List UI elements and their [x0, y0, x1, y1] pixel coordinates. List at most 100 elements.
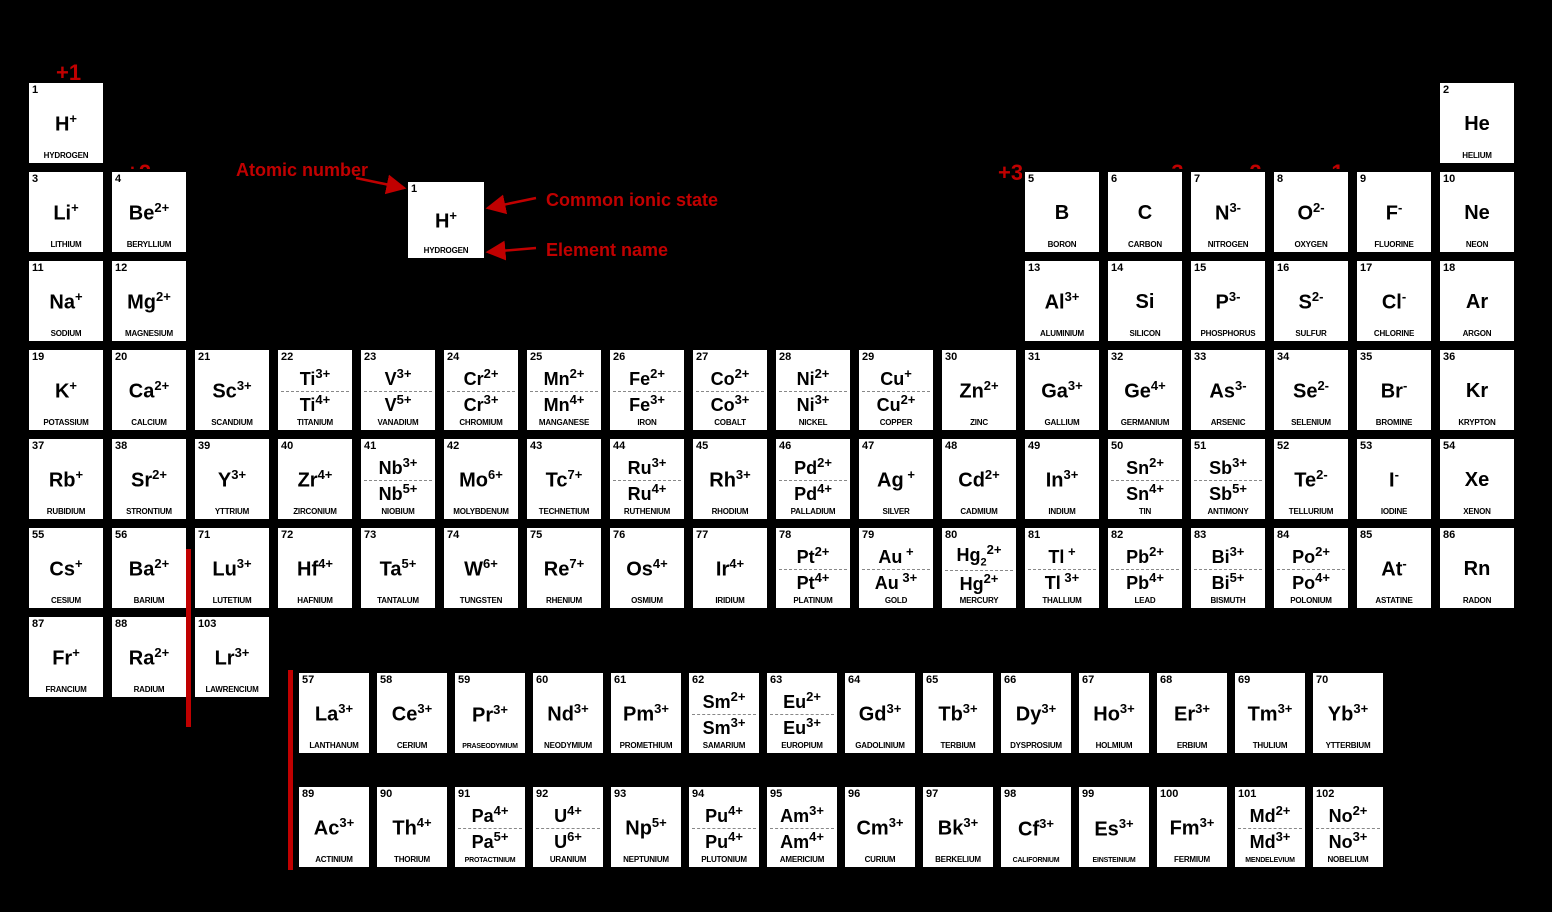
ion-symbol: Cm3+: [856, 816, 903, 840]
atomic-number: 94: [692, 789, 756, 800]
element-name: CARBON: [1111, 241, 1179, 250]
ion-symbol: Fm3+: [1170, 816, 1215, 840]
element-name: INDIUM: [1028, 508, 1096, 517]
element-cell-dysprosium: 66Dy3+DYSPROSIUM: [998, 670, 1074, 756]
ion-symbol: Rb+: [49, 468, 83, 492]
atomic-number: 82: [1111, 530, 1179, 541]
element-cell-tantalum: 73Ta5+TANTALUM: [358, 525, 438, 611]
element-cell-promethium: 61Pm3+PROMETHIUM: [608, 670, 684, 756]
element-cell-tin: 50Sn2+Sn4+TIN: [1105, 436, 1185, 522]
symbol-area: V3+V5+: [364, 363, 432, 419]
element-name: ZIRCONIUM: [281, 508, 349, 517]
element-name: NEON: [1443, 241, 1511, 250]
symbol-area: Cr2+Cr3+: [447, 363, 515, 419]
symbol-area: La3+: [302, 686, 366, 742]
ion-symbol: Si: [1136, 291, 1155, 313]
element-cell-curium: 96Cm3+CURIUM: [842, 784, 918, 870]
element-cell-silver: 47Ag +SILVER: [856, 436, 936, 522]
element-name: OXYGEN: [1277, 241, 1345, 250]
element-cell-zirconium: 40Zr4+ZIRCONIUM: [275, 436, 355, 522]
symbol-area: Bi3+Bi5+: [1194, 541, 1262, 597]
atomic-number: 74: [447, 530, 515, 541]
element-name: STRONTIUM: [115, 508, 183, 517]
symbol-area: Be2+: [115, 185, 183, 241]
element-name: TELLURIUM: [1277, 508, 1345, 517]
symbol-area: Ge4+: [1111, 363, 1179, 419]
ion-symbol: Sr2+: [131, 468, 167, 492]
element-cell-xenon: 54XeXENON: [1437, 436, 1517, 522]
symbol-area: Lr3+: [198, 630, 266, 686]
element-cell-rhenium: 75Re7+RHENIUM: [524, 525, 604, 611]
element-name: LUTETIUM: [198, 597, 266, 606]
ion-symbol: Te2-: [1294, 468, 1327, 492]
element-name: HOLMIUM: [1082, 742, 1146, 751]
element-cell-neodymium: 60Nd3+NEODYMIUM: [530, 670, 606, 756]
symbol-area: Y3+: [198, 452, 266, 508]
element-cell-chromium: 24Cr2+Cr3+CHROMIUM: [441, 347, 521, 433]
ion-symbol: Pb2+: [1126, 545, 1164, 568]
element-cell-gold: 79Au +Au 3+GOLD: [856, 525, 936, 611]
ion-symbol: Md3+: [1250, 830, 1291, 853]
element-name: MENDELEVIUM: [1238, 857, 1302, 865]
ion-symbol: Fr+: [52, 646, 80, 670]
element-cell-erbium: 68Er3+ERBIUM: [1154, 670, 1230, 756]
atomic-number: 40: [281, 441, 349, 452]
element-cell-calcium: 20Ca2+CALCIUM: [109, 347, 189, 433]
ion-symbol: Am3+: [780, 804, 824, 827]
element-cell-tungsten: 74W6+TUNGSTEN: [441, 525, 521, 611]
element-name: GERMANIUM: [1111, 419, 1179, 428]
symbol-area: Es3+: [1082, 800, 1146, 857]
atomic-number: 102: [1316, 789, 1380, 800]
element-name: ERBIUM: [1160, 742, 1224, 751]
atomic-number: 50: [1111, 441, 1179, 452]
element-name: AMERICIUM: [770, 856, 834, 865]
ion-symbol: Am4+: [780, 830, 824, 853]
element-cell-hydrogen: 1H+HYDROGEN: [26, 80, 106, 166]
symbol-area: Mg2+: [115, 274, 183, 330]
atomic-number: 66: [1004, 675, 1068, 686]
ion-symbol: Pa4+: [472, 804, 509, 827]
symbol-area: H+: [32, 96, 100, 152]
element-name: BERYLLIUM: [115, 241, 183, 250]
symbol-area: Ac3+: [302, 800, 366, 856]
symbol-area: Ta5+: [364, 541, 432, 597]
element-name: ALUMINIUM: [1028, 330, 1096, 339]
atomic-number: 75: [530, 530, 598, 541]
ion-symbol: In3+: [1046, 468, 1079, 492]
ion-symbol: I-: [1389, 468, 1399, 492]
ion-symbol: Sb5+: [1209, 482, 1247, 505]
atomic-number: 81: [1028, 530, 1096, 541]
element-cell-molybdenum: 42Mo6+MOLYBDENUM: [441, 436, 521, 522]
ion-symbol: Pt4+: [797, 571, 830, 594]
atomic-number: 5: [1028, 174, 1096, 185]
atomic-number: 35: [1360, 352, 1428, 363]
symbol-area: N3-: [1194, 185, 1262, 241]
atomic-number: 28: [779, 352, 847, 363]
element-name: EINSTEINIUM: [1082, 857, 1146, 865]
element-name: CERIUM: [380, 742, 444, 751]
symbol-area: Te2-: [1277, 452, 1345, 508]
element-name: YTTERBIUM: [1316, 742, 1380, 751]
ion-symbol: Xe: [1465, 469, 1489, 491]
symbol-area: Bk3+: [926, 800, 990, 856]
ion-symbol: Al3+: [1045, 290, 1080, 314]
element-name: PLATINUM: [779, 597, 847, 606]
element-name: NIOBIUM: [364, 508, 432, 517]
atomic-number: 61: [614, 675, 678, 686]
element-name: URANIUM: [536, 856, 600, 865]
ion-symbol: Ni3+: [797, 393, 830, 416]
symbol-area: Nb3+Nb5+: [364, 452, 432, 508]
symbol-area: Ir4+: [696, 541, 764, 597]
element-cell-strontium: 38Sr2+STRONTIUM: [109, 436, 189, 522]
element-name: THALLIUM: [1028, 597, 1096, 606]
element-name: TERBIUM: [926, 742, 990, 751]
symbol-area: Si: [1111, 274, 1179, 330]
element-name: NEODYMIUM: [536, 742, 600, 751]
ion-symbol: Au +: [878, 545, 913, 568]
symbol-area: Md2+Md3+: [1238, 800, 1302, 857]
atomic-number: 89: [302, 789, 366, 800]
ion-symbol: Ti4+: [300, 393, 331, 416]
symbol-area: Tl +Tl 3+: [1028, 541, 1096, 597]
element-cell-silicon: 14SiSILICON: [1105, 258, 1185, 344]
element-name: MANGANESE: [530, 419, 598, 428]
